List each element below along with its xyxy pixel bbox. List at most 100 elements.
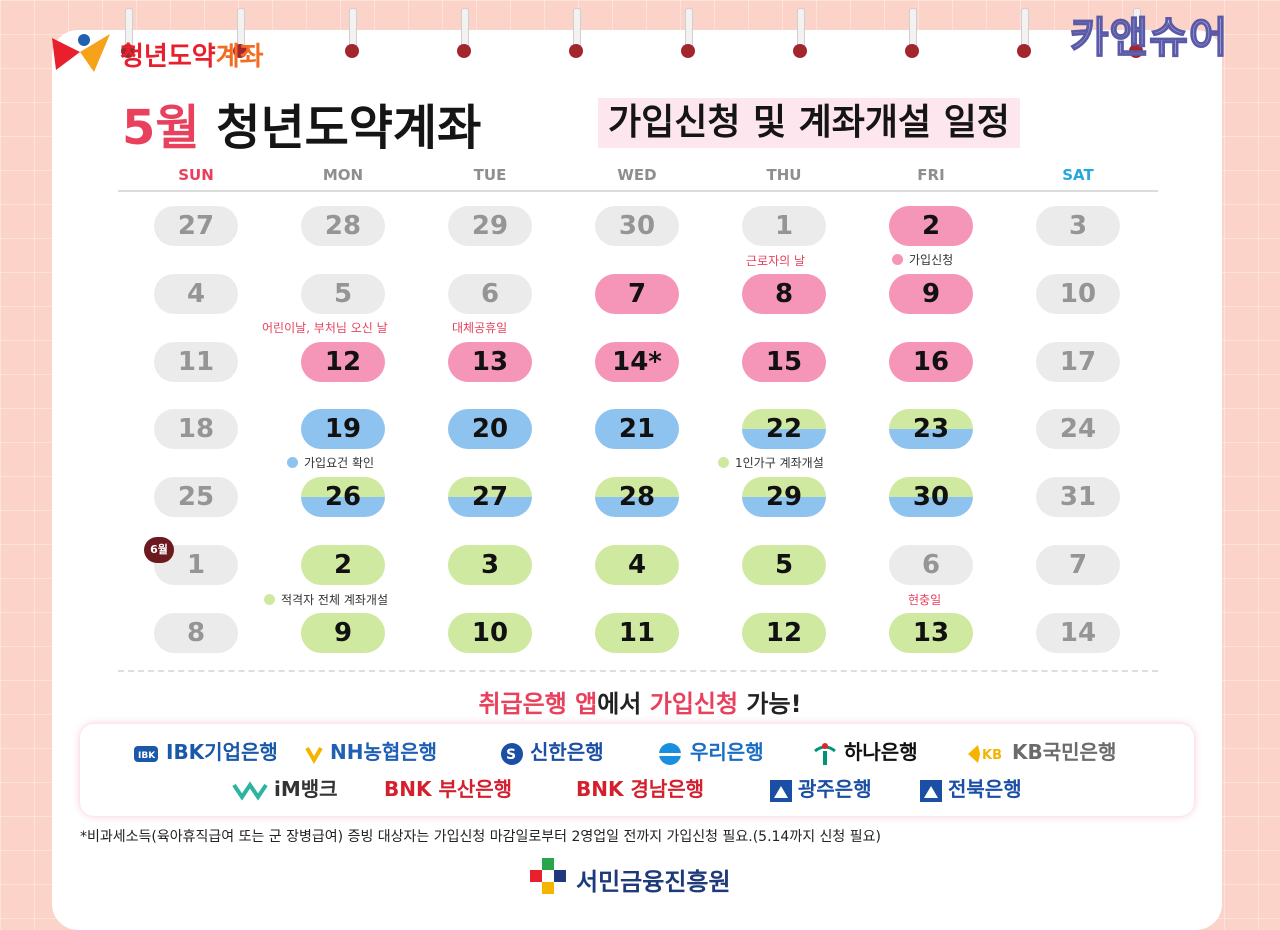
bank-nh-label: NH농협은행: [330, 740, 438, 764]
svg-text:S: S: [506, 747, 516, 763]
note-memorial-day: 현충일: [908, 593, 942, 607]
avail-c: 가입신청: [649, 690, 739, 718]
nh-logo-icon: [305, 746, 323, 764]
note-labor-day: 근로자의 날: [746, 254, 806, 268]
calendar-day: 19: [301, 409, 385, 449]
bank-im: iM뱅크: [232, 774, 338, 804]
calendar-day: 13: [448, 342, 532, 382]
hana-logo-icon: [814, 742, 836, 765]
calendar-day: 2: [889, 206, 973, 246]
calendar-day: 9: [889, 274, 973, 314]
logo-text-a: 청년도약: [120, 42, 216, 72]
bank-kb: KB KB국민은행: [966, 737, 1116, 767]
calendar-day: 6: [889, 545, 973, 585]
calendar-day: 27: [154, 206, 238, 246]
bank-bnk-gyeongnam: BNK 경남은행: [576, 774, 704, 804]
weekday-mon: MON: [322, 166, 364, 184]
binder-ring: [569, 8, 583, 58]
calendar-day: 23: [889, 409, 973, 449]
bank-woori-label: 우리은행: [690, 740, 764, 764]
calendar-day: 3: [448, 545, 532, 585]
calendar-day: 5: [742, 545, 826, 585]
woori-logo-icon: [658, 742, 682, 765]
note-single-household-label: 1인가구 계좌개설: [735, 456, 824, 470]
calendar-day: 4: [154, 274, 238, 314]
calendar-day: 30: [595, 206, 679, 246]
logo-text: 청년도약계좌: [120, 36, 264, 73]
binder-ring: [681, 8, 695, 58]
calendar-day: 20: [448, 409, 532, 449]
title-month: 5월: [122, 100, 200, 156]
note-childrens-day: 어린이날, 부처님 오신 날: [262, 321, 388, 335]
calendar-day: 1: [742, 206, 826, 246]
bank-jeonbuk-label: 전북은행: [948, 777, 1022, 801]
kwangju-logo-icon: [770, 779, 792, 802]
shinhan-logo-icon: S: [501, 742, 523, 765]
note-all-eligible-label: 적격자 전체 계좌개설: [281, 593, 388, 607]
calendar-day: 15: [742, 342, 826, 382]
binder-ring: [793, 8, 807, 58]
calendar-day: 25: [154, 477, 238, 517]
weekday-fri: FRI: [917, 166, 945, 184]
note-substitute-holiday: 대체공휴일: [452, 321, 508, 335]
calendar-day: 24: [1036, 409, 1120, 449]
note-signup-label: 가입신청: [909, 253, 954, 267]
calendar-day: 12: [301, 342, 385, 382]
calendar-day: 29: [742, 477, 826, 517]
bank-hana-label: 하나은행: [844, 740, 918, 764]
calendar-day: 9: [301, 613, 385, 653]
kb-logo-icon: KB: [968, 744, 1002, 763]
calendar-day: 26: [301, 477, 385, 517]
im-logo-icon: [232, 780, 268, 801]
footnote: *비과세소득(육아휴직급여 또는 군 장병급여) 증빙 대상자는 가입신청 마감…: [80, 829, 881, 845]
section-divider: [118, 670, 1158, 672]
program-logo: 청년도약계좌: [50, 30, 310, 80]
svg-text:KB: KB: [982, 748, 1002, 763]
calendar-day: 7: [595, 274, 679, 314]
calendar-day: 28: [595, 477, 679, 517]
calendar-day: 17: [1036, 342, 1120, 382]
watermark: 카앤슈어: [1069, 12, 1229, 63]
bank-bnk-gyeongnam-label: BNK 경남은행: [576, 777, 705, 801]
bank-kwangju-label: 광주은행: [798, 777, 872, 801]
bank-ibk: IBK IBK기업은행: [134, 737, 278, 767]
header-divider: [118, 190, 1158, 192]
calendar-day: 6: [448, 274, 532, 314]
availability-banner: 취급은행 앱에서 가입신청 가능!: [0, 684, 1280, 719]
binder-ring: [345, 8, 359, 58]
bank-im-label: iM뱅크: [274, 777, 338, 801]
calendar-day: 30: [889, 477, 973, 517]
june-badge: 6월: [144, 537, 174, 563]
calendar-day: 5: [301, 274, 385, 314]
calendar-day: 22: [742, 409, 826, 449]
calendar-day: 13: [889, 613, 973, 653]
bank-ibk-label: IBK기업은행: [166, 740, 278, 764]
calendar-day: 31: [1036, 477, 1120, 517]
ibk-logo-icon: IBK: [134, 745, 158, 762]
calendar-day: 18: [154, 409, 238, 449]
bank-kb-label: KB국민은행: [1012, 740, 1117, 764]
page-subtitle: 가입신청 및 계좌개설 일정: [598, 98, 1020, 148]
calendar-day: 8: [154, 613, 238, 653]
page-title: 5월 청년도약계좌: [122, 88, 481, 158]
binder-ring: [1017, 8, 1031, 58]
bank-woori: 우리은행: [656, 737, 764, 767]
binder-ring: [905, 8, 919, 58]
calendar-day: 29: [448, 206, 532, 246]
bank-list: [80, 724, 1194, 816]
bank-hana: 하나은행: [812, 737, 918, 767]
bank-kwangju: 광주은행: [770, 774, 872, 804]
calendar-day: 10: [448, 613, 532, 653]
weekday-thu: THU: [766, 166, 802, 184]
signup-dot-icon: [892, 254, 903, 265]
calendar-day: 14*: [595, 342, 679, 382]
weekday-tue: TUE: [473, 166, 507, 184]
calendar-day: 2: [301, 545, 385, 585]
bank-nh: NH농협은행: [304, 737, 437, 767]
calendar-day: 16: [889, 342, 973, 382]
all-eligible-dot-icon: [264, 594, 275, 605]
calendar-day: 28: [301, 206, 385, 246]
note-signup: 가입신청: [892, 251, 953, 268]
calendar-day: 21: [595, 409, 679, 449]
binder-ring: [121, 8, 135, 58]
